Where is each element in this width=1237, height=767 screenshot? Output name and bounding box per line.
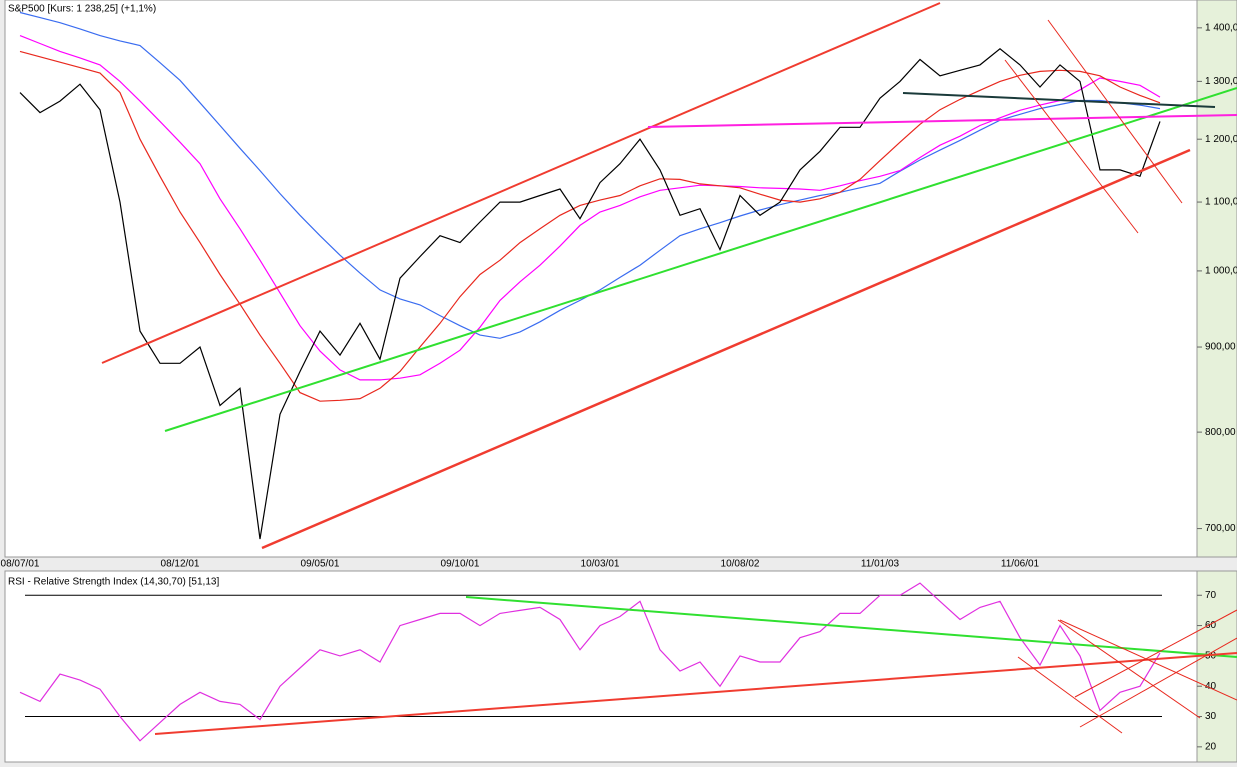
series-line xyxy=(19,50,1161,402)
y-tick-label: 60 xyxy=(1205,620,1217,631)
series-line xyxy=(19,48,1161,540)
y-tick-label: 40 xyxy=(1205,681,1217,692)
price-axis-area xyxy=(1196,0,1237,558)
y-tick-label: 800,00 xyxy=(1205,427,1236,438)
rsi-panel xyxy=(4,570,1198,763)
trendline xyxy=(1074,609,1237,698)
chart-title: RSI - Relative Strength Index (14,30,70)… xyxy=(8,577,219,588)
x-tick-label: 08/12/01 xyxy=(161,559,200,570)
x-tick-label: 11/06/01 xyxy=(1001,559,1040,570)
x-tick-label: 09/05/01 xyxy=(301,559,340,570)
y-tick-label: 50 xyxy=(1205,651,1217,662)
trendline xyxy=(465,596,1237,658)
trendline xyxy=(164,87,1237,432)
trendline xyxy=(1059,619,1237,701)
trendlines xyxy=(101,2,1237,735)
y-tick-label: 1 000,00 xyxy=(1205,266,1237,277)
y-tick-label: 1 100,00 xyxy=(1205,197,1237,208)
y-tick-label: 700,00 xyxy=(1205,523,1236,534)
rsi-plot: 20 30 40 50 60 70 xyxy=(19,582,1217,752)
trendline xyxy=(1004,59,1139,234)
x-tick-label: 11/01/03 xyxy=(861,559,900,570)
series-line xyxy=(19,35,1161,381)
x-tick-label: 09/10/01 xyxy=(441,559,480,570)
rsi-axis-area xyxy=(1196,570,1237,763)
price-plot: 700,00 800,00 900,00 1 000,00 1 100,00 1 200,… xyxy=(1,11,1237,570)
trendline xyxy=(1017,656,1123,734)
y-tick-label: 900,00 xyxy=(1205,342,1236,353)
series-line xyxy=(19,582,1161,742)
x-tick-label: 10/03/01 xyxy=(581,559,620,570)
trendline xyxy=(261,148,1191,550)
y-tick-label: 1 300,00 xyxy=(1205,76,1237,87)
y-tick-label: 1 200,00 xyxy=(1205,134,1237,145)
price-panel xyxy=(4,0,1198,558)
trendline xyxy=(647,114,1237,128)
x-tick-label: 10/08/02 xyxy=(721,559,760,570)
y-tick-label: 1 400,00 xyxy=(1205,22,1237,33)
trendline xyxy=(1047,19,1183,204)
y-tick-label: 70 xyxy=(1205,590,1217,601)
trendline xyxy=(1057,619,1201,719)
trendline xyxy=(1079,637,1237,728)
trendline xyxy=(902,92,1216,108)
y-tick-label: 20 xyxy=(1205,741,1217,752)
trendline xyxy=(101,2,941,364)
trendline xyxy=(154,652,1237,735)
x-tick-label: 08/07/01 xyxy=(1,559,40,570)
chart-title: S&P500 [Kurs: 1 238,25] (+1,1%) xyxy=(8,4,156,15)
y-tick-label: 30 xyxy=(1205,711,1217,722)
